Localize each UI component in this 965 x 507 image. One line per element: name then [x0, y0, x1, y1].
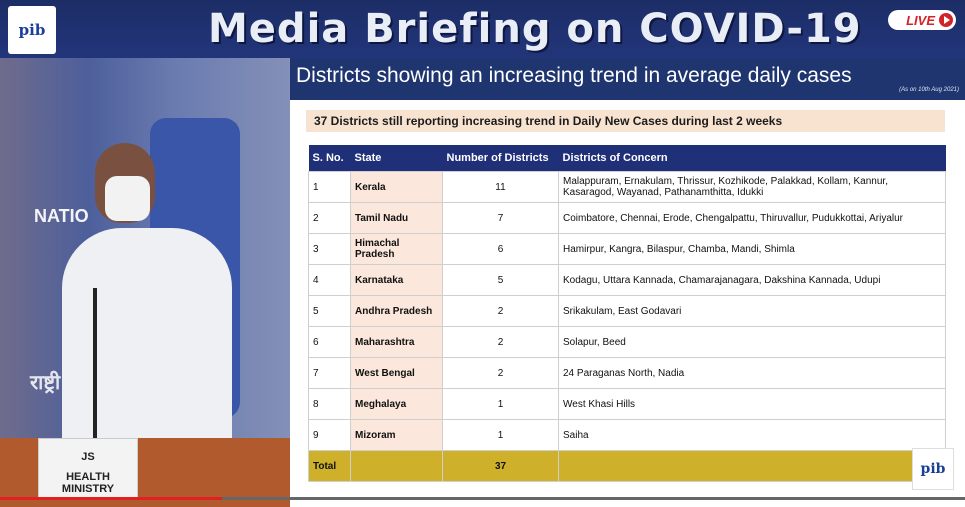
row-state: Maharashtra	[350, 326, 443, 358]
row-state: Andhra Pradesh	[350, 295, 443, 327]
row-sno: 2	[308, 202, 351, 234]
table-row: 9 Mizoram 1 Saiha	[308, 419, 946, 451]
row-districts: Malappuram, Ernakulam, Thrissur, Kozhiko…	[558, 171, 946, 203]
row-districts: West Khasi Hills	[558, 388, 946, 420]
total-row: Total 37	[308, 450, 946, 482]
row-state: Karnataka	[350, 264, 443, 296]
row-state: Mizoram	[350, 419, 443, 451]
row-count: 2	[442, 326, 559, 358]
table-row: 4 Karnataka 5 Kodagu, Uttara Kannada, Chama…	[308, 264, 946, 296]
table-row: 2 Tamil Nadu 7 Coimbatore, Chennai, Erode, …	[308, 202, 946, 234]
row-sno: 6	[308, 326, 351, 358]
row-state: Himachal Pradesh	[350, 233, 443, 265]
row-count: 7	[442, 202, 559, 234]
slide-header: Districts showing an increasing trend in…	[290, 58, 965, 100]
row-state: Meghalaya	[350, 388, 443, 420]
row-state: Kerala	[350, 171, 443, 203]
row-districts: Srikakulam, East Godavari	[558, 295, 946, 327]
total-count: 37	[442, 450, 559, 482]
slide-subheading: 37 Districts still reporting increasing …	[306, 110, 945, 132]
backdrop-hindi-text: राष्ट्री	[30, 372, 61, 394]
row-count: 11	[442, 171, 559, 203]
column-header-state: State	[350, 145, 443, 172]
row-count: 1	[442, 388, 559, 420]
column-header-districts: Districts of Concern	[558, 145, 946, 172]
face-mask	[105, 176, 150, 221]
live-badge[interactable]: LIVE	[888, 10, 956, 30]
presentation-slide: Districts showing an increasing trend in…	[290, 58, 965, 507]
row-state: Tamil Nadu	[350, 202, 443, 234]
total-blank	[350, 450, 443, 482]
row-count: 1	[442, 419, 559, 451]
row-count: 5	[442, 264, 559, 296]
total-blank-2	[558, 450, 946, 482]
table-row: 3 Himachal Pradesh 6 Hamirpur, Kangra, Bila…	[308, 233, 946, 265]
row-count: 6	[442, 233, 559, 265]
pib-corner-logo: pib	[912, 448, 954, 490]
row-sno: 1	[308, 171, 351, 203]
table-row: 6 Maharashtra 2 Solapur, Beed	[308, 326, 946, 358]
table-row: 8 Meghalaya 1 West Khasi Hills	[308, 388, 946, 420]
table-row: 7 West Bengal 2 24 Paraganas North, Nadia	[308, 357, 946, 389]
column-header-count: Number of Districts	[442, 145, 559, 172]
row-sno: 8	[308, 388, 351, 420]
live-label: LIVE	[906, 12, 935, 28]
page-title: Media Briefing on COVID-19	[208, 6, 862, 52]
table-row: 1 Kerala 11 Malappuram, Ernakulam, Thrissur…	[308, 171, 946, 203]
backdrop-text: NATIO	[34, 206, 89, 226]
row-state: West Bengal	[350, 357, 443, 389]
column-header-sno: S. No.	[308, 145, 351, 172]
table-row: 5 Andhra Pradesh 2 Srikakulam, East Godavar…	[308, 295, 946, 327]
row-sno: 5	[308, 295, 351, 327]
nameplate-line2: HEALTH MINISTRY	[61, 471, 115, 495]
speaker-video[interactable]: NATIO राष्ट्री JS HEALTH MINISTRY	[0, 58, 290, 507]
row-sno: 9	[308, 419, 351, 451]
slide-date-note: (As on 10th Aug 2021)	[899, 87, 959, 93]
row-districts: Kodagu, Uttara Kannada, Chamarajanagara,…	[558, 264, 946, 296]
video-progress-bar[interactable]	[0, 497, 965, 500]
microphone-icon	[93, 288, 97, 438]
row-count: 2	[442, 357, 559, 389]
row-districts: Coimbatore, Chennai, Erode, Chengalpattu…	[558, 202, 946, 234]
table-header-row: S. No. State Number of Districts Distric…	[308, 145, 946, 172]
row-districts: Saiha	[558, 419, 946, 451]
pib-logo: pib	[8, 6, 56, 54]
row-sno: 7	[308, 357, 351, 389]
header-banner: pib Media Briefing on COVID-19 LIVE	[0, 0, 965, 58]
nameplate: JS HEALTH MINISTRY	[38, 438, 138, 500]
nameplate-line1: JS	[81, 451, 95, 463]
row-districts: 24 Paraganas North, Nadia	[558, 357, 946, 389]
row-sno: 4	[308, 264, 351, 296]
row-districts: Solapur, Beed	[558, 326, 946, 358]
row-sno: 3	[308, 233, 351, 265]
total-label: Total	[308, 450, 351, 482]
slide-title: Districts showing an increasing trend in…	[296, 64, 852, 87]
play-icon	[939, 13, 953, 27]
districts-table: S. No. State Number of Districts Distric…	[308, 145, 946, 482]
progress-fill	[0, 497, 222, 500]
row-districts: Hamirpur, Kangra, Bilaspur, Chamba, Mand…	[558, 233, 946, 265]
speaker-body	[62, 228, 232, 468]
row-count: 2	[442, 295, 559, 327]
